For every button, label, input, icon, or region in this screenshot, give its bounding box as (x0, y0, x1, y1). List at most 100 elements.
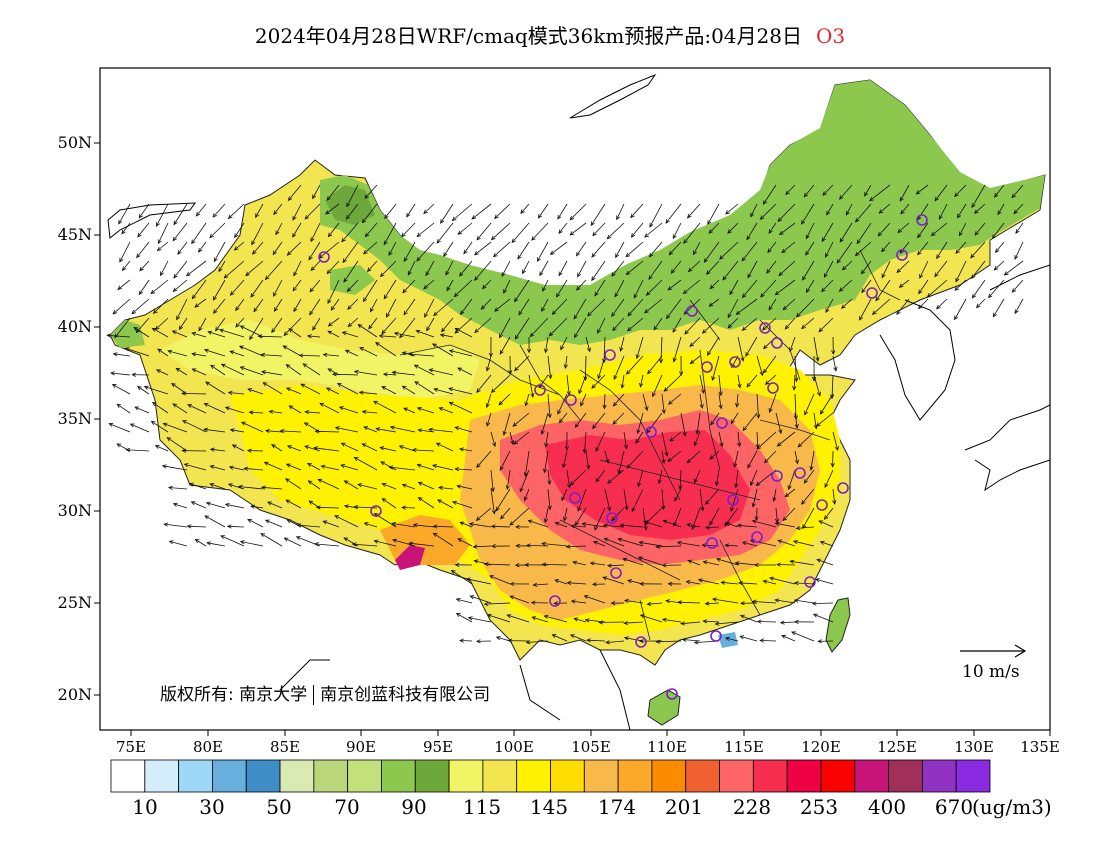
colorbar-swatch (786, 759, 822, 793)
colorbar-swatch (955, 759, 991, 793)
wind-arrow (514, 279, 530, 303)
wind-arrow (270, 444, 283, 452)
wind-arrow (156, 241, 169, 252)
wind-arrow (706, 260, 720, 275)
wind-arrow (668, 393, 682, 405)
wind-arrow (458, 447, 473, 452)
wind-arrow (647, 355, 663, 375)
wind-arrow (695, 412, 701, 435)
wind-arrow (168, 540, 188, 547)
wind-arrow (630, 203, 644, 219)
wind-arrow (106, 333, 131, 338)
wind-arrow (213, 241, 226, 263)
wind-arrow (486, 613, 511, 623)
wind-arrow (1011, 184, 1024, 199)
wind-arrow (151, 327, 169, 338)
wind-arrow (304, 410, 321, 415)
wind-arrow (774, 279, 796, 296)
wind-arrow (725, 203, 739, 215)
wind-arrow (622, 557, 644, 566)
wind-arrow (116, 403, 131, 414)
wind-arrow (930, 222, 948, 237)
wind-arrow (313, 542, 340, 547)
wind-arrow (381, 482, 397, 490)
wind-arrow (343, 480, 359, 490)
wind-arrow (855, 203, 872, 223)
wind-arrow (569, 222, 587, 236)
wind-arrow (548, 317, 568, 337)
wind-arrow (251, 222, 264, 246)
city-marker (727, 494, 739, 506)
wind-arrow (131, 372, 150, 377)
wind-arrow (824, 469, 834, 489)
wind-arrow (734, 561, 758, 566)
wind-arrow (480, 298, 492, 310)
wind-arrow (764, 374, 777, 386)
wind-arrow (766, 260, 777, 274)
wind-arrow (954, 279, 967, 291)
wind-arrow (917, 298, 929, 310)
wind-arrow (388, 465, 416, 471)
wind-arrow (383, 279, 397, 300)
wind-arrow (565, 544, 587, 549)
wind-arrow (495, 488, 511, 512)
wind-arrow (739, 614, 758, 623)
wind-vectors (106, 184, 1024, 645)
city-marker (710, 630, 722, 642)
lon-label-100e: 100E (494, 738, 534, 756)
wind-arrow (934, 184, 948, 202)
wind-arrow (737, 336, 745, 362)
wind-arrow (121, 260, 131, 272)
colorbar-label-145: 145 (529, 795, 569, 819)
wind-arrow (577, 260, 587, 278)
wind-arrow (661, 617, 682, 623)
wind-arrow (710, 412, 720, 426)
wind-arrow (317, 478, 340, 490)
wind-arrow (441, 317, 454, 333)
wind-arrow (649, 203, 663, 228)
wind-arrow (446, 279, 454, 292)
wind-arrow (750, 203, 758, 218)
wind-arrow (708, 222, 720, 234)
wind-arrow (805, 241, 815, 256)
wind-arrow (330, 298, 340, 311)
wind-arrow (363, 522, 378, 528)
wind-arrow (417, 428, 435, 433)
wind-arrow (823, 507, 834, 520)
wind-arrow (112, 352, 131, 357)
wind-arrow (490, 469, 495, 493)
wind-arrow (215, 317, 226, 332)
wind-arrow (974, 222, 986, 236)
wind-arrow (606, 222, 625, 240)
wind-arrow (612, 317, 625, 332)
wind-arrow (747, 450, 758, 469)
wind-arrow (112, 298, 131, 315)
wind-arrow (869, 184, 891, 202)
wind-arrow (595, 431, 606, 453)
wind-arrow (839, 222, 853, 243)
wind-arrow (816, 558, 834, 566)
wind-arrow (485, 393, 492, 409)
wind-arrow (677, 600, 701, 605)
wind-arrow (749, 469, 758, 487)
wind-arrow (620, 374, 625, 389)
wind-arrow (809, 450, 815, 471)
wind-arrow (177, 241, 188, 255)
colorbar-swatch (110, 759, 146, 793)
wind-arrow (635, 336, 644, 360)
wind-arrow (210, 364, 226, 376)
wind-arrow (191, 222, 207, 245)
wind-arrow (714, 469, 720, 487)
wind-arrow (684, 317, 701, 335)
wind-arrow (357, 323, 378, 338)
city-marker (370, 505, 382, 517)
wind-arrow (393, 331, 416, 338)
colorbar-swatch (921, 759, 957, 793)
wind-arrow (327, 330, 340, 338)
wind-arrow (917, 241, 929, 256)
wind-arrow (541, 298, 549, 313)
wind-arrow (527, 519, 549, 528)
wind-arrow (734, 469, 739, 489)
wind-arrow (606, 469, 625, 484)
colorbar-swatch (550, 759, 585, 793)
